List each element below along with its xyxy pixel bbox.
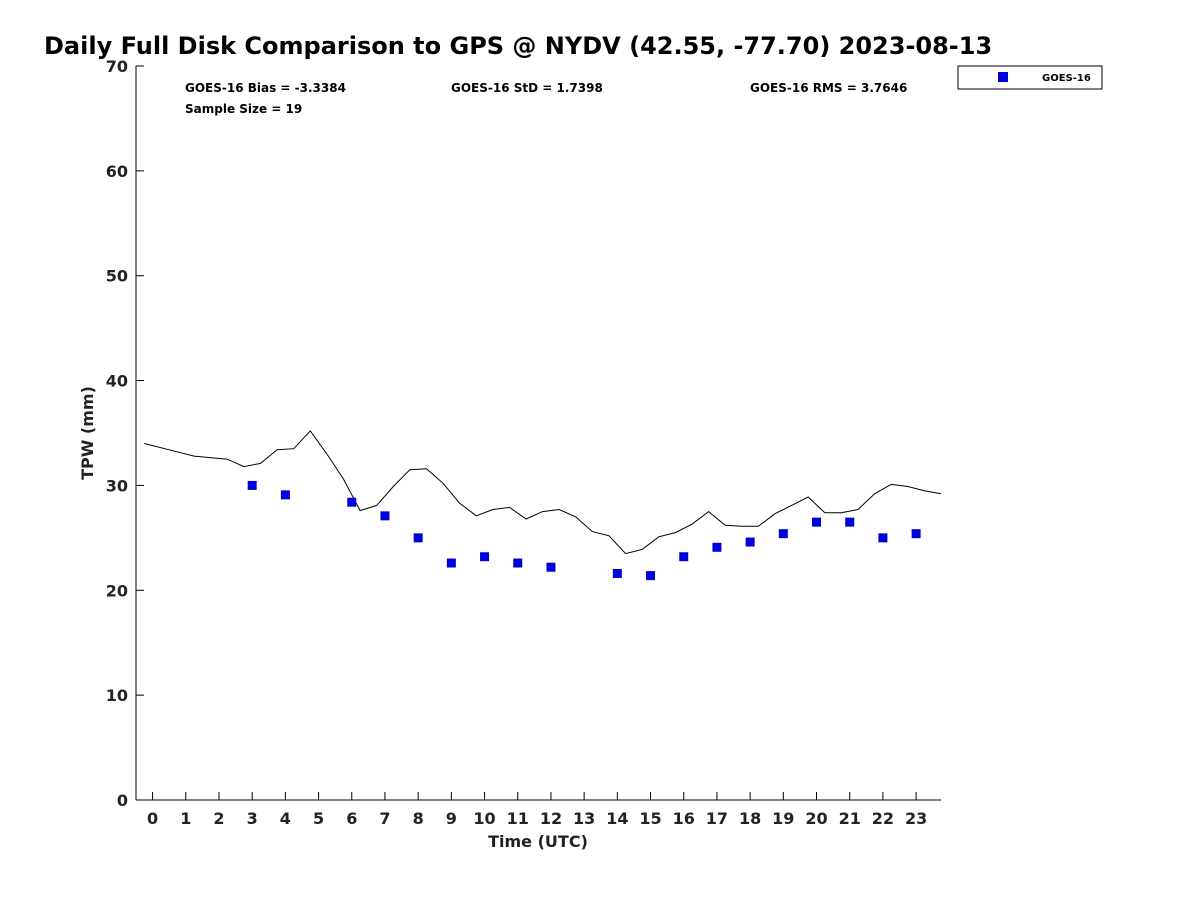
x-tick-label: 21 [839, 809, 861, 828]
data-point-goes16 [878, 533, 888, 543]
data-point-goes16 [480, 552, 490, 562]
x-tick-label: 11 [507, 809, 529, 828]
data-point-goes16 [446, 558, 456, 568]
data-point-goes16 [280, 490, 290, 500]
x-tick-label: 23 [905, 809, 927, 828]
legend: GOES-16 [957, 65, 1103, 90]
x-tick-label: 18 [739, 809, 761, 828]
x-tick-label: 13 [573, 809, 595, 828]
chart-title: Daily Full Disk Comparison to GPS @ NYDV… [44, 32, 992, 60]
data-point-goes16 [612, 569, 622, 579]
plot-area [135, 66, 941, 801]
data-point-goes16 [679, 552, 689, 562]
stat-bias: GOES-16 Bias = -3.3384 [185, 81, 346, 95]
data-point-goes16 [778, 529, 788, 539]
y-tick-label: 70 [106, 57, 128, 76]
data-point-goes16 [347, 497, 357, 507]
series-line-gps [144, 430, 942, 555]
data-point-goes16 [745, 537, 755, 547]
x-tick-label: 17 [706, 809, 728, 828]
data-point-goes16 [911, 529, 921, 539]
series-layer [144, 430, 942, 581]
x-tick-label: 1 [180, 809, 191, 828]
x-tick-label: 7 [379, 809, 390, 828]
legend-marker-goes16 [998, 72, 1008, 82]
y-tick-label: 40 [106, 372, 128, 391]
legend-label-goes16: GOES-16 [1042, 73, 1091, 84]
data-point-goes16 [413, 533, 423, 543]
y-tick-label: 0 [117, 791, 128, 810]
x-tick-label: 14 [606, 809, 628, 828]
y-tick-label: 20 [106, 581, 128, 600]
x-tick-label: 16 [673, 809, 695, 828]
stat-std: GOES-16 StD = 1.7398 [451, 81, 603, 95]
x-tick-label: 8 [413, 809, 424, 828]
x-tick-label: 15 [639, 809, 661, 828]
y-tick-label: 50 [106, 267, 128, 286]
data-point-goes16 [646, 571, 656, 581]
y-tick-label: 30 [106, 476, 128, 495]
legend-box [957, 65, 1103, 90]
data-point-goes16 [247, 480, 257, 490]
y-tick-label: 10 [106, 686, 128, 705]
stat-rms: GOES-16 RMS = 3.7646 [750, 81, 907, 95]
data-point-goes16 [380, 511, 390, 521]
data-point-goes16 [513, 558, 523, 568]
x-tick-label: 2 [213, 809, 224, 828]
x-axis-label: Time (UTC) [488, 832, 588, 851]
y-axis-label: TPW (mm) [78, 386, 97, 480]
x-tick-label: 0 [147, 809, 158, 828]
stat-sample-size: Sample Size = 19 [185, 102, 302, 116]
x-tick-label: 20 [805, 809, 827, 828]
data-point-goes16 [812, 517, 822, 527]
x-tick-label: 10 [473, 809, 495, 828]
x-tick-label: 6 [346, 809, 357, 828]
x-tick-label: 4 [280, 809, 291, 828]
data-point-goes16 [712, 542, 722, 552]
y-axis-ticks: 0 10 20 30 40 50 60 70 [106, 57, 144, 810]
data-point-goes16 [546, 562, 556, 572]
x-tick-label: 3 [247, 809, 258, 828]
y-tick-label: 60 [106, 162, 128, 181]
x-tick-label: 5 [313, 809, 324, 828]
x-tick-label: 12 [540, 809, 562, 828]
data-point-goes16 [845, 517, 855, 527]
x-tick-label: 9 [446, 809, 457, 828]
x-axis-ticks: 0 1 2 3 4 5 6 7 8 9 10 11 12 13 14 15 16 17 18 19 20 21 22 23 [147, 792, 927, 828]
x-tick-label: 22 [872, 809, 894, 828]
x-tick-label: 19 [772, 809, 794, 828]
